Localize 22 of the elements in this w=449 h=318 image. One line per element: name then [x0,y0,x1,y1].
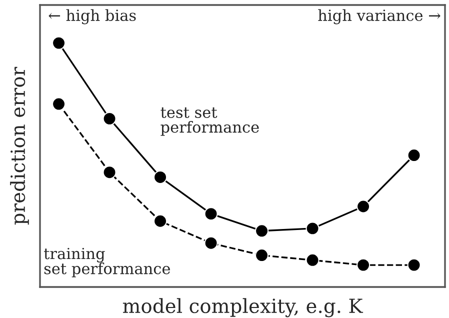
point [356,258,370,272]
series-label: test set performance [160,107,259,136]
point [204,207,218,221]
y-axis-title: prediction error [10,66,29,225]
text: high variance → [318,9,440,24]
point [154,170,168,184]
point [52,36,66,50]
point [407,258,421,272]
point [255,224,269,238]
point [154,214,168,228]
point [407,148,421,162]
x-axis-title: model complexity, e.g. K [122,298,364,318]
text: ← high bias [48,9,136,24]
point [102,166,116,180]
point [52,97,66,111]
series-label: training set performance [44,248,170,278]
point [306,222,320,236]
point [255,248,269,262]
point [306,253,320,267]
point [204,236,218,250]
point [356,200,370,214]
point [102,112,116,126]
